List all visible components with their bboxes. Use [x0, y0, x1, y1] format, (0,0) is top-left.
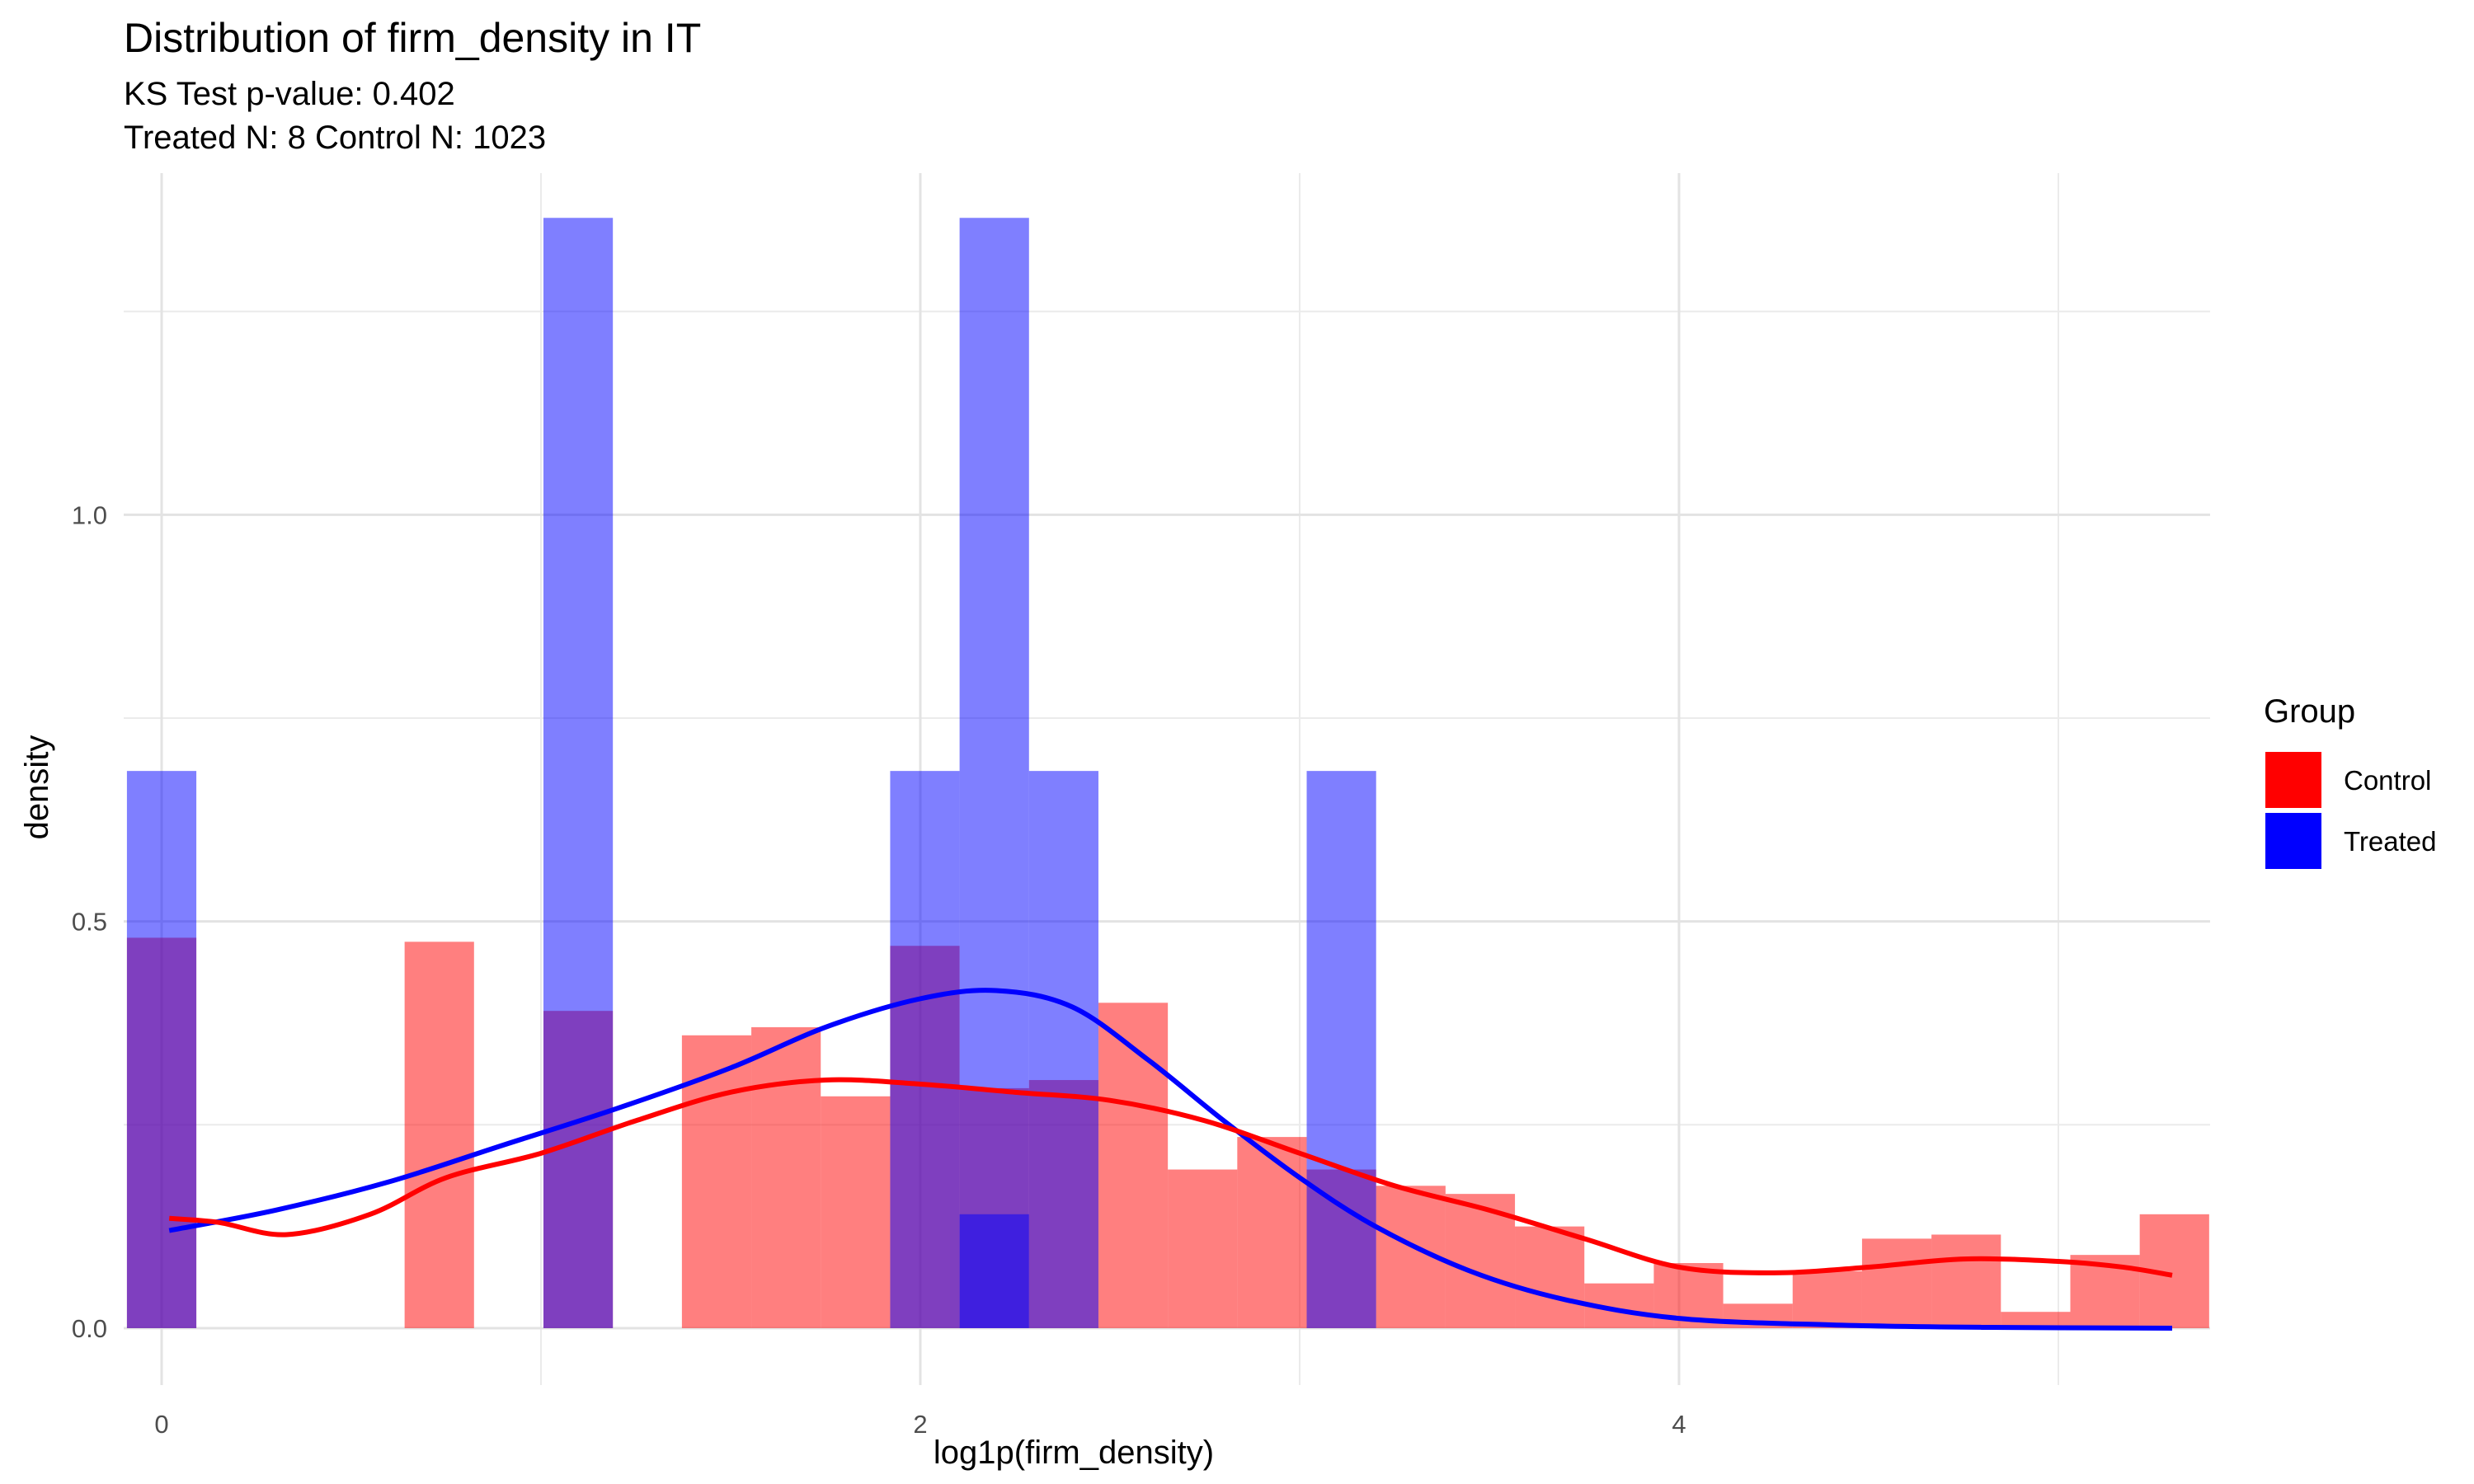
histogram-bar-treated	[959, 218, 1029, 1328]
density-curves	[168, 988, 2173, 1331]
density-curve-treated	[168, 988, 2173, 1331]
legend-label-control: Control	[2344, 765, 2431, 796]
histogram-bar-control	[2001, 1312, 2071, 1328]
histogram-bar-control	[1861, 1238, 1932, 1328]
histogram-bar-treated	[890, 771, 960, 1328]
histogram-bar-control	[404, 942, 474, 1328]
x-axis-tick-labels: 0 2 4	[154, 1410, 1686, 1439]
chart-subtitle-line-1: KS Test p-value: 0.402	[124, 76, 455, 112]
histogram-bar-control	[1098, 1003, 1169, 1328]
histogram-bar-control	[821, 1096, 891, 1328]
x-tick-label: 0	[154, 1410, 168, 1439]
histogram-bar-control	[751, 1026, 821, 1328]
chart-subtitle-line-2: Treated N: 8 Control N: 1023	[124, 120, 546, 156]
legend-title: Group	[2264, 693, 2355, 730]
density-curve-control	[168, 1077, 2173, 1278]
y-tick-label: 1.0	[72, 500, 107, 529]
histogram-bar-treated	[959, 1214, 1029, 1328]
histogram-bar-treated	[1306, 771, 1376, 1328]
legend-label-treated: Treated	[2344, 826, 2437, 857]
histogram-bar-control	[1792, 1270, 1862, 1328]
histogram-bar-control	[681, 1035, 752, 1328]
x-tick-label: 4	[1672, 1410, 1686, 1439]
chart-title: Distribution of firm_density in IT	[124, 15, 701, 61]
histogram-bar-control	[1931, 1234, 2001, 1328]
x-axis-title: log1p(firm_density)	[934, 1435, 1214, 1471]
y-axis-title: density	[19, 735, 55, 840]
histogram-bar-control	[1237, 1137, 1307, 1328]
histogram-bars	[126, 218, 2209, 1328]
y-axis-tick-labels: 0.0 0.5 1.0	[72, 500, 107, 1343]
legend: Group Control Treated	[2264, 693, 2437, 869]
histogram-bar-control	[1168, 1169, 1238, 1328]
histogram-bar-treated	[1028, 771, 1098, 1328]
legend-swatch-control	[2265, 752, 2321, 808]
histogram-bar-control	[1515, 1226, 1585, 1328]
y-tick-label: 0.5	[72, 908, 107, 937]
legend-swatch-treated	[2265, 813, 2321, 869]
x-tick-label: 2	[913, 1410, 927, 1439]
y-tick-label: 0.0	[72, 1314, 107, 1343]
histogram-bar-treated	[543, 218, 614, 1328]
histogram-bar-treated	[126, 771, 197, 1328]
